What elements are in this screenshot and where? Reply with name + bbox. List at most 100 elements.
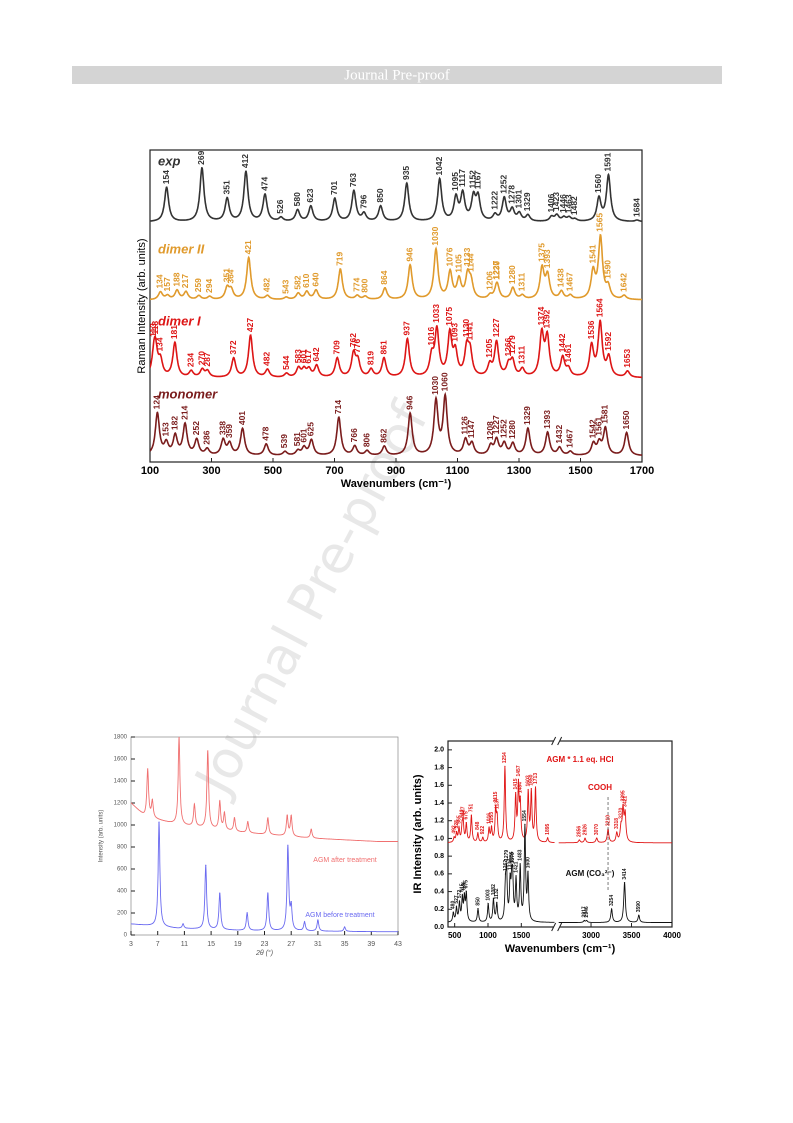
baseline-point — [177, 928, 178, 929]
spectrum-curve — [448, 824, 672, 923]
peak-apex — [626, 370, 629, 372]
spectrum-curve — [131, 822, 398, 933]
peak-label: 1406 — [546, 193, 556, 212]
peak-label: 1222 — [489, 191, 499, 210]
peak-label: 118 — [150, 321, 160, 335]
peak-apex — [303, 921, 306, 923]
peak-label: 157 — [162, 277, 172, 291]
peak-label: 2917 — [582, 906, 588, 917]
y-tick-label: 1000 — [114, 823, 128, 829]
peak-apex — [512, 441, 514, 443]
peak-label: 714 — [333, 400, 343, 414]
peak-label: 1208 — [485, 421, 495, 440]
peak-label: 922 — [480, 826, 486, 835]
peak-label: 1600 — [525, 857, 531, 868]
header-bar — [72, 66, 722, 84]
x-tick-label: 900 — [387, 465, 405, 477]
peak-apex — [477, 907, 479, 910]
peak-apex — [339, 268, 341, 270]
y-axis-label: IR Intensity (arb. units) — [412, 774, 424, 894]
peak-label: 1457 — [516, 765, 522, 776]
baseline-point — [378, 931, 379, 932]
y-tick-label: 0.0 — [434, 924, 444, 931]
peak-label: 627 — [460, 806, 466, 815]
peak-apex — [156, 411, 158, 413]
peak-apex — [154, 336, 157, 339]
peak-label: 1115 — [493, 791, 499, 802]
peak-apex — [201, 367, 203, 369]
peak-label: 1446 — [558, 194, 568, 213]
peak-apex — [287, 844, 289, 846]
peak-label: 819 — [365, 351, 375, 365]
peak-label: 800 — [360, 278, 370, 292]
peak-label: 1560 — [593, 174, 603, 193]
peak-apex — [206, 447, 208, 449]
peak-apex — [201, 167, 203, 169]
peak-apex — [226, 196, 228, 199]
peak-label: 615 — [460, 883, 466, 892]
peak-label: 3395 — [620, 790, 626, 801]
x-tick-label: 1500 — [512, 931, 530, 940]
peak-label: 1132 — [494, 888, 500, 899]
peak-apex — [569, 293, 571, 295]
peak-apex — [472, 190, 475, 193]
peak-label: 709 — [332, 340, 342, 354]
peak-label: 601 — [298, 428, 308, 442]
peak-apex — [490, 825, 493, 827]
peak-apex — [477, 832, 479, 834]
peak-label: 1082 — [491, 884, 497, 895]
x-tick-label: 39 — [367, 941, 375, 948]
peak-label: 2946 — [584, 906, 590, 917]
peak-label: 946 — [404, 395, 414, 409]
peak-label: 1482 — [569, 196, 579, 215]
peak-apex — [198, 294, 200, 296]
peak-apex — [489, 292, 491, 294]
baseline-point — [131, 924, 132, 925]
y-tick-label: 800 — [117, 845, 128, 851]
peak-apex — [449, 328, 451, 330]
peak-apex — [490, 442, 492, 444]
peak-label: 612 — [459, 809, 465, 818]
peak-apex — [638, 914, 640, 916]
y-tick-label: 0.4 — [434, 888, 444, 895]
x-tick-label: 19 — [234, 941, 242, 948]
peak-apex — [284, 450, 286, 452]
header-title: Journal Pre-proof — [344, 67, 449, 83]
peak-label: 675 — [464, 880, 470, 889]
peak-apex — [306, 290, 308, 292]
peak-apex — [541, 327, 543, 330]
peak-label: 1332 — [507, 859, 513, 870]
peak-apex — [608, 353, 610, 355]
peak-label: 1590 — [602, 260, 612, 279]
peak-apex — [338, 416, 340, 418]
peak-apex — [383, 356, 385, 359]
y-tick-label: 1800 — [114, 735, 128, 741]
peak-apex — [435, 397, 437, 399]
peak-apex — [444, 393, 446, 395]
peak-label: 234 — [185, 353, 195, 367]
peak-label: 478 — [260, 426, 270, 440]
peak-label: 1329 — [522, 192, 532, 211]
peak-label: 252 — [191, 421, 201, 435]
peak-label: 1592 — [603, 332, 613, 351]
peak-apex — [290, 900, 292, 903]
peak-apex — [310, 205, 312, 207]
peak-apex — [356, 294, 358, 296]
x-tick-label: 23 — [261, 941, 269, 948]
series-label: dimer II — [158, 241, 205, 256]
peak-apex — [219, 892, 221, 894]
peak-apex — [492, 897, 495, 899]
peak-apex — [458, 826, 460, 828]
peak-apex — [159, 290, 162, 293]
peak-label: 1329 — [522, 406, 532, 425]
peak-label: 3370 — [618, 807, 624, 818]
peak-label: 796 — [358, 194, 368, 208]
peak-label: 1205 — [484, 339, 494, 358]
peak-label: 850 — [475, 897, 481, 906]
peak-label: 1684 — [631, 198, 641, 217]
peak-apex — [598, 438, 600, 440]
peak-label: 482 — [262, 352, 272, 366]
peak-label: 1370 — [510, 852, 516, 863]
x-tick-label: 100 — [141, 465, 159, 477]
